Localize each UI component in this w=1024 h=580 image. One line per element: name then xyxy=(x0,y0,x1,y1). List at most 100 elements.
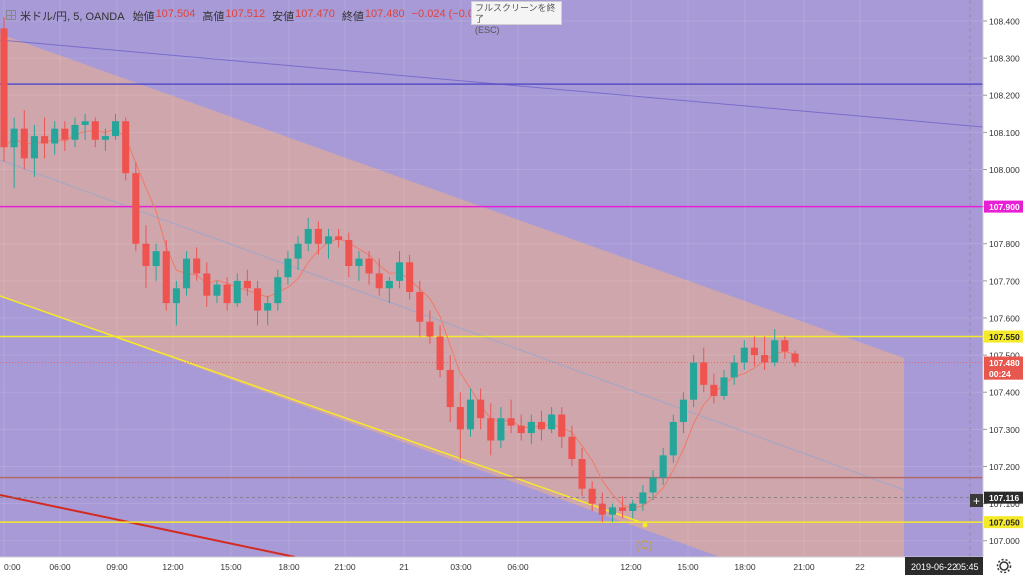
time-tick-label: 09:00 xyxy=(106,562,128,572)
candle-body xyxy=(274,277,282,304)
candle-body xyxy=(750,347,758,356)
candle-body xyxy=(558,414,566,437)
candle-body xyxy=(193,258,201,274)
low-label: 安値 xyxy=(272,11,295,23)
candle-body xyxy=(253,288,262,311)
candle-body xyxy=(639,492,647,504)
candle-body xyxy=(720,377,728,396)
candle-body xyxy=(81,121,89,125)
candle-body xyxy=(619,507,627,512)
candle-body xyxy=(679,399,687,422)
candle-body xyxy=(172,288,180,304)
candle-body xyxy=(294,243,302,259)
crosshair-plus-button[interactable] xyxy=(970,494,983,507)
time-tick-label: 12:00 xyxy=(162,562,184,572)
price-tag xyxy=(984,367,1023,380)
price-tick-label: 108.400 xyxy=(989,16,1020,26)
candle-body xyxy=(223,284,231,304)
candle-body xyxy=(710,384,718,396)
time-tick-label: 15:00 xyxy=(220,562,242,572)
symbol-label[interactable]: 米ドル/円, 5, OANDA xyxy=(20,11,125,23)
price-tick-label: 107.700 xyxy=(989,276,1020,286)
candle-body xyxy=(416,291,424,322)
price-tick-label: 107.300 xyxy=(989,425,1020,435)
candle-body xyxy=(101,136,109,140)
time-tick-label: 21:00 xyxy=(334,562,356,572)
price-tick-label: 107.000 xyxy=(989,536,1020,546)
candle-body xyxy=(608,507,617,515)
time-tick-label: 21:00 xyxy=(793,562,815,572)
candle-body xyxy=(203,273,211,296)
candle-body xyxy=(771,340,779,363)
price-tick-label: 107.400 xyxy=(989,388,1020,398)
candle-body xyxy=(395,262,404,281)
annotation-label: (C) xyxy=(636,538,653,552)
candle-body xyxy=(112,121,120,137)
date-badge xyxy=(905,557,983,575)
candle-body xyxy=(355,258,363,267)
price-tick-label: 108.300 xyxy=(989,54,1020,64)
time-tick-labels: 0:00 06:00 09:00 12:00 15:00 18:00 21:00 21 03:0… xyxy=(4,562,865,572)
price-tick-label: 108.000 xyxy=(989,165,1020,175)
time-tick-label: 18:00 xyxy=(734,562,756,572)
price-scale-background xyxy=(983,0,1024,557)
candle-body xyxy=(365,258,373,274)
candle-body xyxy=(10,128,18,148)
candle-body xyxy=(132,173,140,244)
exit-fullscreen-tooltip: フルスクリーンを終了 (ESC) xyxy=(471,1,562,35)
time-tick-label: 03:00 xyxy=(450,562,472,572)
plus-icon: + xyxy=(973,494,980,508)
candle-body xyxy=(385,280,393,289)
candle-body xyxy=(213,284,221,296)
candle-body xyxy=(669,421,677,456)
red-trendline xyxy=(0,494,296,558)
date-badge-time: 05:45 xyxy=(956,562,979,572)
price-tick-label: 107.100 xyxy=(989,499,1020,509)
candle-body xyxy=(730,362,738,378)
candle-body xyxy=(284,258,292,278)
channel-mid-line xyxy=(0,159,905,491)
candle-body xyxy=(487,418,495,441)
price-tag-label: 107.050 xyxy=(989,518,1020,528)
candlesticks xyxy=(0,17,799,523)
candle-body xyxy=(0,28,8,148)
time-tick-label: 0:00 xyxy=(4,562,21,572)
candle-body xyxy=(335,236,343,241)
candle-body xyxy=(456,407,464,430)
candle-body xyxy=(233,280,241,304)
candle-body xyxy=(152,251,160,267)
candle-body xyxy=(578,459,586,489)
candle-body xyxy=(517,425,525,434)
chart-header: 米ドル/円, 5, OANDA 始値 107.504 高値 107.512 安値 10… xyxy=(0,0,501,34)
price-tag-label: 107.116 xyxy=(989,493,1020,503)
candle-body xyxy=(426,321,434,337)
candle-body xyxy=(761,355,769,363)
price-tick-labels: 108.400 108.300 108.200 108.100 108.000 107.9… xyxy=(983,16,1020,546)
candle-body xyxy=(142,243,150,267)
candle-body xyxy=(243,280,251,289)
candle-body xyxy=(497,418,505,441)
candle-body xyxy=(91,121,99,140)
price-tag xyxy=(984,516,1023,529)
low-value: 107.470 xyxy=(295,8,335,20)
candle-body xyxy=(527,421,535,434)
candle-body xyxy=(436,336,444,370)
candle-body xyxy=(466,399,475,430)
price-tag xyxy=(984,491,1023,504)
collapse-legend-icon[interactable] xyxy=(6,10,16,20)
price-tag xyxy=(984,356,1023,369)
candle-body xyxy=(324,236,333,244)
candle-body xyxy=(30,136,38,159)
candle-body xyxy=(446,369,454,408)
price-tag xyxy=(984,330,1023,343)
open-value: 107.504 xyxy=(155,8,196,20)
descending-channel-area xyxy=(0,34,904,557)
time-tick-label: 15:00 xyxy=(677,562,699,572)
candle-body xyxy=(345,240,353,267)
vertical-grid xyxy=(3,0,861,557)
candle-body xyxy=(588,488,596,504)
settings-gear-icon[interactable] xyxy=(996,558,1012,574)
